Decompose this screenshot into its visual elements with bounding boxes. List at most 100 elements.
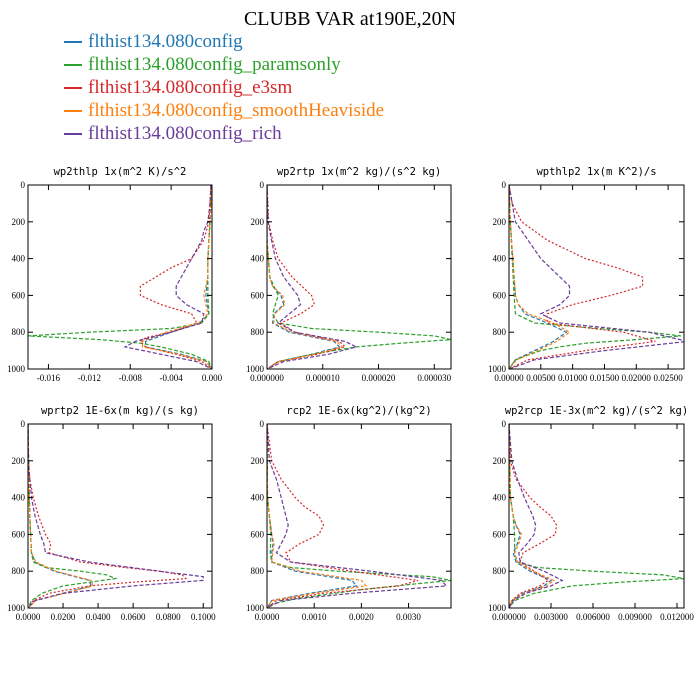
x-tick-label: 0.000010: [306, 373, 340, 383]
y-tick-label: 600: [493, 290, 507, 300]
y-tick-label: 600: [251, 290, 265, 300]
series-line: [509, 424, 564, 608]
x-tick-label: 0.003000: [534, 612, 568, 622]
series-line: [509, 185, 684, 369]
y-tick-label: 200: [493, 217, 507, 227]
y-tick-label: 0: [260, 419, 265, 429]
series-group: [28, 424, 204, 608]
y-tick-label: 200: [12, 456, 26, 466]
legend-item: flthist134.080config_paramsonly: [64, 53, 384, 76]
series-line: [509, 185, 571, 369]
series-group: [28, 185, 212, 369]
series-line: [141, 185, 212, 369]
y-tick-label: 800: [493, 566, 507, 576]
chart-panel: wp2thlp 1x(m^2 K)/s^2 0 200 400 600 800 1000 -0…: [7, 166, 223, 383]
chart-panel: wp2rtp 1x(m^2 kg)/(s^2 kg) 0 200 400 600 800 1…: [246, 166, 452, 383]
y-tick-label: 400: [493, 254, 507, 264]
y-tick-label: 1000: [246, 603, 265, 613]
series-line: [28, 424, 94, 608]
y-tick-label: 800: [12, 327, 26, 337]
x-tick-label: -0.008: [119, 373, 143, 383]
legend-swatch: [64, 40, 82, 43]
series-group: [267, 424, 451, 608]
x-tick-label: 0.0020: [349, 612, 374, 622]
series-line: [509, 424, 553, 608]
y-tick-label: 200: [251, 217, 265, 227]
plot-frame: [508, 184, 685, 370]
series-line: [267, 424, 448, 608]
series-group: [509, 185, 684, 369]
series-line: [267, 424, 419, 608]
x-tick-label: 0.1000: [191, 612, 216, 622]
plot-frame: [27, 184, 213, 370]
legend-label: flthist134.080config_e3sm: [88, 77, 293, 98]
x-tick-label: 0.02000: [622, 373, 652, 383]
legend-item: flthist134.080config: [64, 30, 384, 53]
legend-swatch: [64, 109, 82, 112]
panel-title: wp2thlp 1x(m^2 K)/s^2: [54, 166, 187, 178]
panel-title: wp2rcp 1E-3x(m^2 kg)/(s^2 kg): [505, 405, 688, 417]
x-tick-label: 0.0000: [16, 612, 41, 622]
y-tick-label: 800: [251, 327, 265, 337]
x-tick-label: 0.012000: [660, 612, 694, 622]
series-line: [28, 424, 188, 608]
x-tick-label: 0.0600: [121, 612, 146, 622]
y-tick-label: 0: [260, 180, 265, 190]
series-line: [267, 424, 358, 608]
y-tick-label: 400: [12, 254, 26, 264]
plot-frame: [266, 423, 452, 609]
chart-panel: wpthlp2 1x(m K^2)/s020040060080010000.00…: [488, 166, 685, 383]
y-tick-label: 600: [12, 290, 26, 300]
chart-panel: wprtp2 1E-6x(m kg)/(s kg) 0 200 400 600 800 10…: [7, 405, 216, 622]
y-tick-label: 400: [493, 493, 507, 503]
y-tick-label: 600: [12, 529, 26, 539]
panel-title: wpthlp2 1x(m K^2)/s: [536, 166, 656, 178]
series-line: [267, 185, 344, 369]
y-tick-label: 800: [251, 566, 265, 576]
legend-swatch: [64, 132, 82, 135]
series-line: [139, 185, 212, 369]
x-tick-label: 0.009000: [618, 612, 652, 622]
y-tick-label: 1000: [7, 364, 26, 374]
x-tick-label: 0.0800: [156, 612, 181, 622]
series-line: [28, 185, 212, 369]
y-tick-label: 800: [12, 566, 26, 576]
x-tick-label: -0.004: [159, 373, 183, 383]
x-tick-label: 0.0010: [302, 612, 327, 622]
legend-label: flthist134.080config: [88, 31, 243, 52]
series-line: [28, 424, 92, 608]
x-tick-label: 0.01000: [558, 373, 588, 383]
panel-title: rcp2 1E-6x(kg^2)/(kg^2): [286, 405, 431, 417]
series-line: [267, 185, 451, 369]
y-tick-label: 200: [251, 456, 265, 466]
series-line: [509, 424, 555, 608]
x-tick-label: 0.000000: [492, 612, 526, 622]
x-tick-label: 0.01500: [590, 373, 620, 383]
y-tick-label: 1000: [246, 364, 265, 374]
y-tick-label: 400: [251, 493, 265, 503]
y-tick-label: 1000: [488, 364, 507, 374]
series-line: [509, 424, 558, 608]
series-line: [267, 424, 451, 608]
series-line: [509, 424, 684, 608]
panel-title: wp2rtp 1x(m^2 kg)/(s^2 kg): [277, 166, 441, 178]
y-tick-label: 600: [251, 529, 265, 539]
y-tick-label: 200: [493, 456, 507, 466]
legend-item: flthist134.080config_rich: [64, 122, 384, 145]
x-tick-label: 0.006000: [576, 612, 610, 622]
series-group: [509, 424, 684, 608]
x-tick-label: 0.00000: [494, 373, 524, 383]
panel-title: wprtp2 1E-6x(m kg)/(s kg): [41, 405, 199, 417]
series-line: [267, 424, 368, 608]
y-tick-label: 1000: [488, 603, 507, 613]
x-tick-label: 0.000020: [362, 373, 396, 383]
y-tick-label: 0: [21, 419, 26, 429]
chart-panel: wp2rcp 1E-3x(m^2 kg)/(s^2 kg) 0 200 400 600 8…: [488, 405, 694, 622]
x-tick-label: -0.016: [37, 373, 61, 383]
y-tick-label: 600: [493, 529, 507, 539]
y-tick-label: 800: [493, 327, 507, 337]
x-tick-label: 0.0000: [255, 612, 280, 622]
plot-frame: [266, 184, 452, 370]
x-tick-label: 0.0030: [396, 612, 421, 622]
